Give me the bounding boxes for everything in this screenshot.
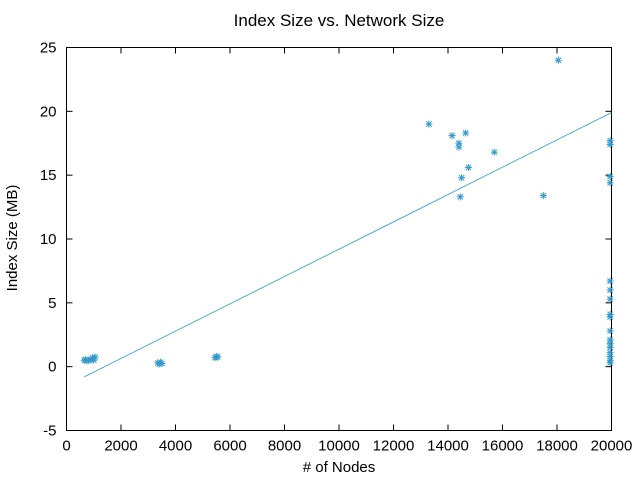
x-tick-label: 2000 [104, 438, 137, 455]
data-point [606, 286, 614, 294]
data-point [606, 359, 614, 367]
data-point [91, 353, 99, 361]
x-tick-label: 16000 [482, 438, 524, 455]
y-tick-label: -5 [43, 423, 56, 440]
trendline [84, 112, 612, 378]
data-point [456, 193, 464, 201]
data-point [606, 141, 614, 149]
y-tick-label: 15 [40, 167, 57, 184]
data-point [448, 132, 456, 140]
data-point [539, 192, 547, 200]
data-point [214, 353, 222, 361]
plot-frame [66, 47, 612, 431]
x-tick-label: 6000 [213, 438, 246, 455]
x-tick-label: 18000 [536, 438, 578, 455]
y-tick-label: 20 [40, 103, 57, 120]
axis-ticks: 0 2000 4000 6000 8000 10000 12000 14000 16000 180… [40, 40, 633, 455]
y-tick-label: 25 [40, 40, 57, 57]
x-tick-label: 8000 [268, 438, 301, 455]
data-point [554, 56, 562, 64]
y-tick-label: 0 [48, 359, 56, 376]
data-point [606, 179, 614, 187]
data-point [458, 174, 466, 182]
y-tick-label: 5 [48, 295, 56, 312]
data-point [464, 164, 472, 172]
data-point [455, 143, 463, 151]
x-tick-label: 12000 [373, 438, 415, 455]
trendline-layer [84, 112, 612, 378]
data-point [606, 313, 614, 321]
data-point [462, 129, 470, 137]
x-tick-label: 14000 [427, 438, 469, 455]
x-axis-title: # of Nodes [303, 459, 376, 476]
x-tick-label: 20000 [591, 438, 633, 455]
x-tick-label: 10000 [318, 438, 360, 455]
chart-title: Index Size vs. Network Size [234, 11, 445, 30]
data-point [158, 359, 166, 367]
y-axis-title: Index Size (MB) [4, 185, 21, 292]
data-point [490, 148, 498, 156]
x-tick-label: 0 [62, 438, 70, 455]
data-point [606, 327, 614, 335]
data-point [425, 120, 433, 128]
data-point [606, 295, 614, 303]
data-point [606, 172, 614, 180]
x-tick-label: 4000 [159, 438, 192, 455]
data-point [606, 277, 614, 285]
y-tick-label: 10 [40, 231, 57, 248]
data-points [80, 56, 614, 368]
